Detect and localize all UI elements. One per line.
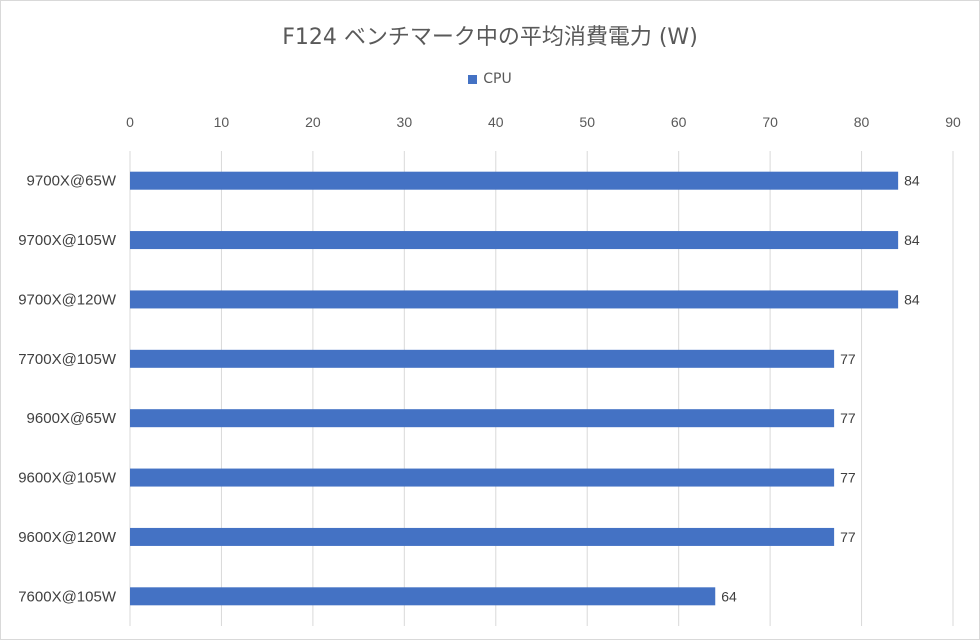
bar	[130, 231, 899, 250]
bar	[130, 409, 835, 428]
data-label: 77	[840, 529, 856, 545]
x-tick-label: 70	[762, 114, 778, 130]
data-label: 84	[904, 232, 920, 248]
x-tick-label: 50	[579, 114, 595, 130]
legend-label: CPU	[483, 71, 512, 87]
x-tick-label: 20	[305, 114, 321, 130]
bar	[130, 468, 835, 487]
bar	[130, 290, 899, 309]
bar	[130, 349, 835, 368]
x-tick-label: 0	[126, 114, 134, 130]
x-tick-label: 60	[671, 114, 687, 130]
data-label: 84	[904, 291, 920, 307]
category-label: 9600X@120W	[18, 529, 117, 546]
chart-title: F124 ベンチマーク中の平均消費電力 (W)	[282, 25, 698, 50]
x-tick-label: 80	[854, 114, 870, 130]
data-label: 77	[840, 470, 856, 486]
data-label: 84	[904, 173, 920, 189]
category-label: 7600X@105W	[18, 588, 117, 605]
legend: CPU	[1, 71, 979, 87]
bar	[130, 527, 835, 546]
category-label: 9700X@105W	[18, 232, 117, 249]
x-tick-label: 40	[488, 114, 504, 130]
category-label: 7700X@105W	[18, 351, 117, 368]
data-label: 77	[840, 410, 856, 426]
bar	[130, 171, 899, 190]
category-label: 9600X@65W	[27, 410, 117, 427]
category-label: 9600X@105W	[18, 470, 117, 487]
data-label: 77	[840, 351, 856, 367]
x-tick-label: 30	[397, 114, 413, 130]
category-label: 9700X@120W	[18, 291, 117, 308]
data-label: 64	[721, 588, 737, 604]
bar	[130, 587, 716, 606]
category-label: 9700X@65W	[27, 173, 117, 190]
legend-swatch-icon	[468, 74, 478, 84]
x-tick-label: 90	[945, 114, 961, 130]
x-tick-label: 10	[214, 114, 230, 130]
